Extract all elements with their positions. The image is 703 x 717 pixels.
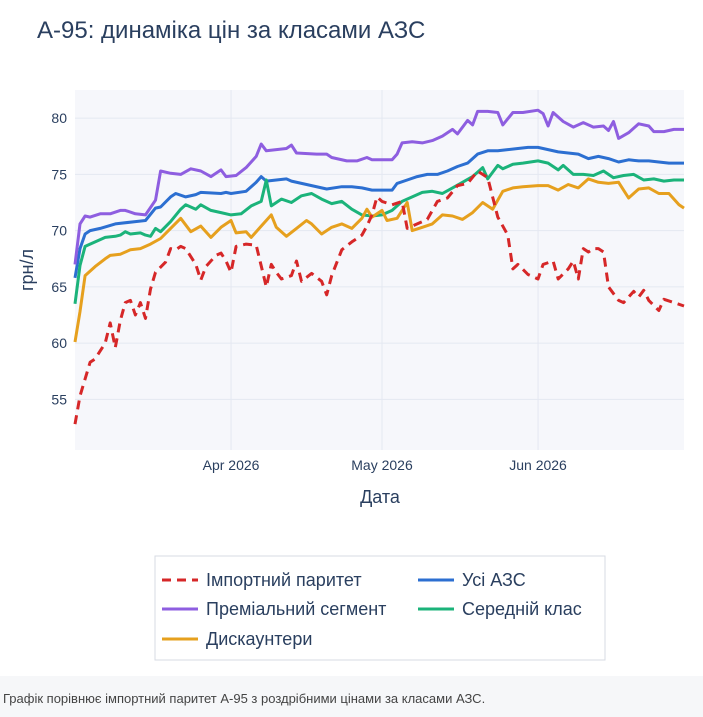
series-line-discount <box>73 177 685 343</box>
chart-title: А-95: динаміка цін за класами АЗС <box>37 17 425 44</box>
y-axis-ticks: 55 60 65 70 75 80 <box>51 110 67 407</box>
x-axis-ticks: Apr 2026 May 2026 Jun 2026 <box>203 457 567 473</box>
series-line-all <box>73 145 684 279</box>
y-axis-label: грн/л <box>17 249 37 291</box>
legend-label-import: Імпортний паритет <box>206 570 362 590</box>
chart-caption: Графік порівнює імпортний паритет А-95 з… <box>3 691 486 706</box>
series-line-import <box>73 169 685 425</box>
legend: Імпортний паритет Усі АЗС Преміальний сегм… <box>154 555 606 661</box>
x-tick-label: Apr 2026 <box>203 457 260 473</box>
line-chart: А-95: динаміка цін за класами АЗС 55 60 65… <box>17 17 685 661</box>
plot-area <box>75 90 684 450</box>
x-axis-label: Дата <box>360 487 401 507</box>
series-line-premium <box>73 108 684 265</box>
series-line-mid <box>73 159 684 304</box>
x-tick-label: Jun 2026 <box>509 457 567 473</box>
y-tick-label: 75 <box>51 166 67 182</box>
caption-bar <box>0 676 703 717</box>
y-tick-label: 65 <box>51 279 67 295</box>
x-tick-label: May 2026 <box>351 457 413 473</box>
y-tick-label: 60 <box>51 335 67 351</box>
legend-box <box>154 555 606 661</box>
y-tick-label: 70 <box>51 223 67 239</box>
legend-label-discount: Дискаунтери <box>206 629 312 649</box>
y-tick-label: 80 <box>51 110 67 126</box>
legend-label-all: Усі АЗС <box>462 570 526 590</box>
legend-label-mid: Середній клас <box>462 599 582 619</box>
legend-label-premium: Преміальний сегмент <box>206 599 386 619</box>
series-layer <box>73 108 685 425</box>
y-tick-label: 55 <box>51 391 67 407</box>
